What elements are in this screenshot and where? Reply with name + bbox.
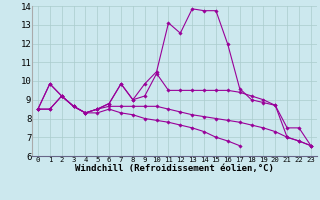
X-axis label: Windchill (Refroidissement éolien,°C): Windchill (Refroidissement éolien,°C) [75, 164, 274, 173]
